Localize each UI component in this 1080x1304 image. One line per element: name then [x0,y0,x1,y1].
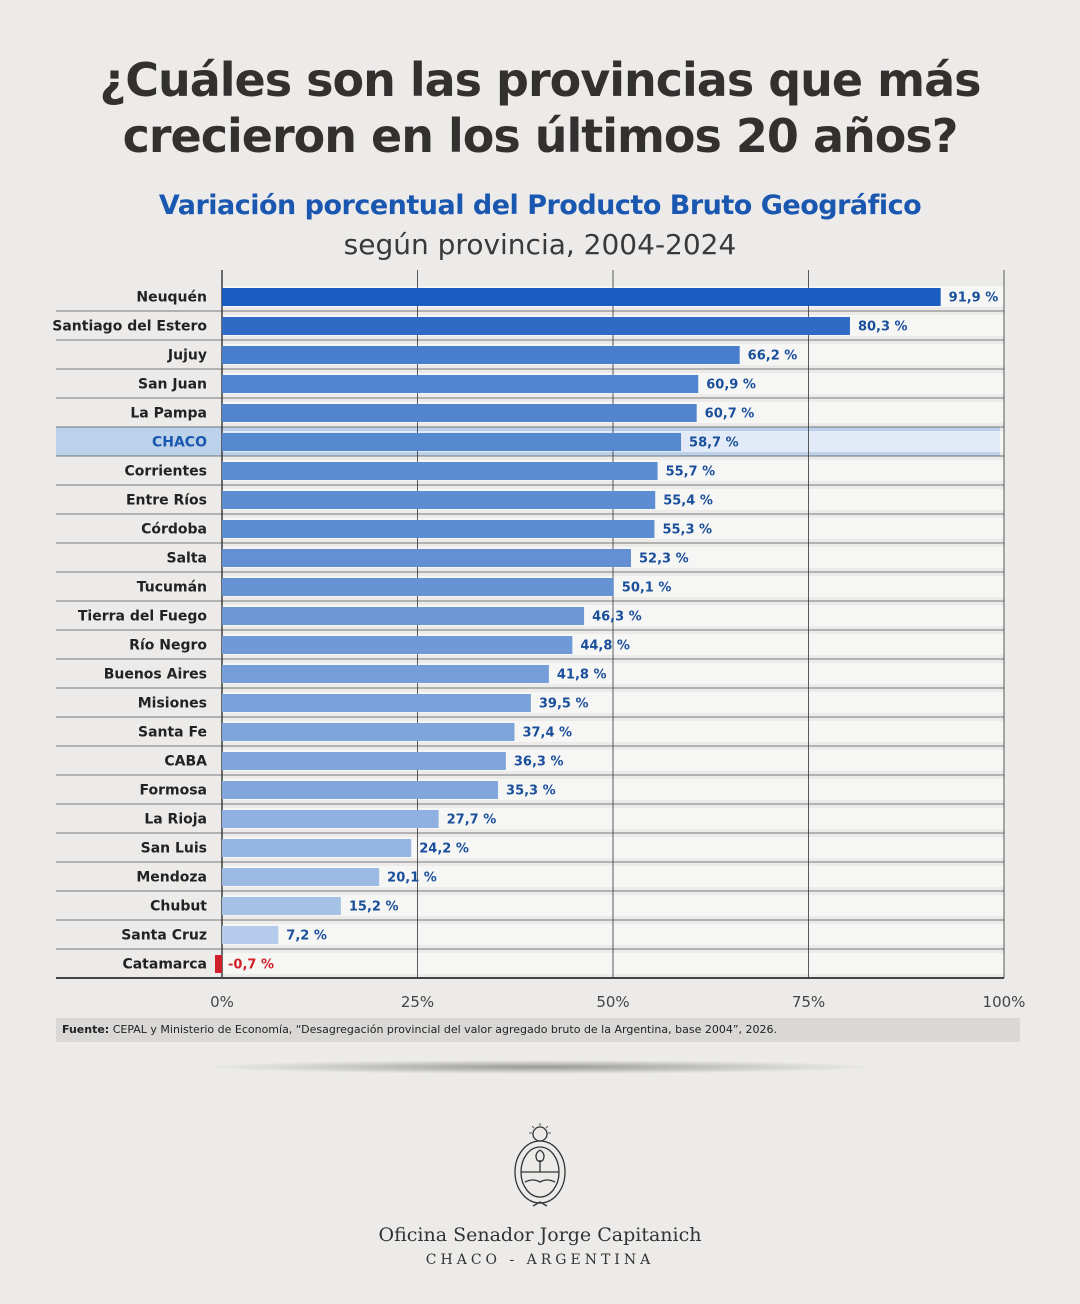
office-name: Oficina Senador Jorge Capitanich [378,1224,702,1246]
decorative-shadow [200,1060,880,1074]
data-label: 58,7 % [689,436,739,451]
chart-subtitle: Variación porcentual del Producto Bruto … [158,190,922,221]
category-label: Río Negro [129,638,207,654]
data-label: 36,3 % [514,755,564,770]
data-label: 55,4 % [663,494,713,509]
bar-mendoza [222,868,380,886]
bar-buenos-aires [222,665,549,683]
category-label: Santiago del Estero [52,319,207,335]
data-label: 27,7 % [447,813,497,828]
chart-subtitle-secondary: según provincia, 2004-2024 [343,228,737,261]
bar-santa-fe [222,723,515,741]
data-label: 41,8 % [557,668,607,683]
bar-entre-ríos [222,491,656,509]
category-label: Catamarca [122,957,207,973]
category-label: Formosa [139,783,207,799]
category-label: Entre Ríos [126,493,207,509]
category-label: San Luis [141,841,207,857]
data-label: 35,3 % [506,784,556,799]
bar-san-luis [222,839,412,857]
category-label: La Pampa [130,406,207,422]
x-tick-label: 25% [401,993,434,1011]
category-label: Tierra del Fuego [78,609,208,625]
data-label: 91,9 % [949,291,999,306]
bar-san-juan [222,375,699,393]
data-label: 66,2 % [748,349,798,364]
bar-formosa [222,781,499,799]
source-note: Fuente: CEPAL y Ministerio de Economía, … [56,1018,1020,1042]
data-label: 15,2 % [349,900,399,915]
bar-la-rioja [222,810,439,828]
bar-tucumán [222,578,614,596]
data-label: 80,3 % [858,320,908,335]
title-line-2: crecieron en los últimos 20 años? [122,109,959,163]
category-label: Santa Fe [138,725,207,741]
bar-caba [222,752,506,770]
category-label: Neuquén [136,290,207,306]
data-label: 50,1 % [622,581,672,596]
office-location: CHACO - ARGENTINA [425,1252,655,1268]
category-label: Jujuy [167,348,207,364]
category-label: Chubut [150,899,207,915]
source-label: Fuente: [62,1023,110,1036]
source-text: CEPAL y Ministerio de Economía, “Desagre… [109,1023,778,1036]
category-label: Misiones [138,696,207,712]
bar-catamarca [215,955,222,973]
x-tick-label: 0% [210,993,234,1011]
data-label: 60,7 % [705,407,755,422]
category-label: CHACO [152,435,207,451]
data-label: 55,7 % [666,465,716,480]
data-label: 20,1 % [387,871,437,886]
category-label: La Rioja [144,812,207,828]
data-label: 46,3 % [592,610,642,625]
category-label: Córdoba [141,522,207,538]
bar-misiones [222,694,531,712]
x-tick-label: 75% [792,993,825,1011]
bar-jujuy [222,346,740,364]
data-label: 60,9 % [706,378,756,393]
bar-chaco [222,433,682,451]
category-label: San Juan [138,377,207,393]
category-label: Tucumán [137,580,207,596]
data-label: 24,2 % [419,842,469,857]
data-label: 7,2 % [286,929,327,944]
x-tick-label: 50% [596,993,629,1011]
data-label: 39,5 % [539,697,589,712]
bar-río-negro [222,636,573,654]
page-title: ¿Cuáles son las provincias que más creci… [0,52,1080,164]
bar-santa-cruz [222,926,279,944]
data-label: 37,4 % [522,726,572,741]
category-label: CABA [164,754,207,770]
bar-corrientes [222,462,658,480]
data-label: 44,8 % [580,639,630,654]
bar-neuquén [222,288,941,306]
bar-la-pampa [222,404,697,422]
data-label: 55,3 % [662,523,712,538]
category-label: Corrientes [125,464,207,480]
bar-tierra-del-fuego [222,607,585,625]
title-line-1: ¿Cuáles son las provincias que más [99,53,982,107]
bar-santiago-del-estero [222,317,850,335]
data-label: -0,7 % [228,958,274,973]
category-label: Mendoza [136,870,207,886]
x-tick-label: 100% [983,993,1026,1011]
category-label: Santa Cruz [121,928,207,944]
bar-córdoba [222,520,655,538]
argentina-coat-of-arms-icon [514,1123,566,1207]
bar-salta [222,549,631,567]
bar-chubut [222,897,341,915]
category-label: Salta [167,551,207,567]
category-label: Buenos Aires [104,667,207,683]
data-label: 52,3 % [639,552,689,567]
bar-chart: Neuquén 91,9 % Santiago del Estero 80,3 % Ju… [52,270,1026,1011]
